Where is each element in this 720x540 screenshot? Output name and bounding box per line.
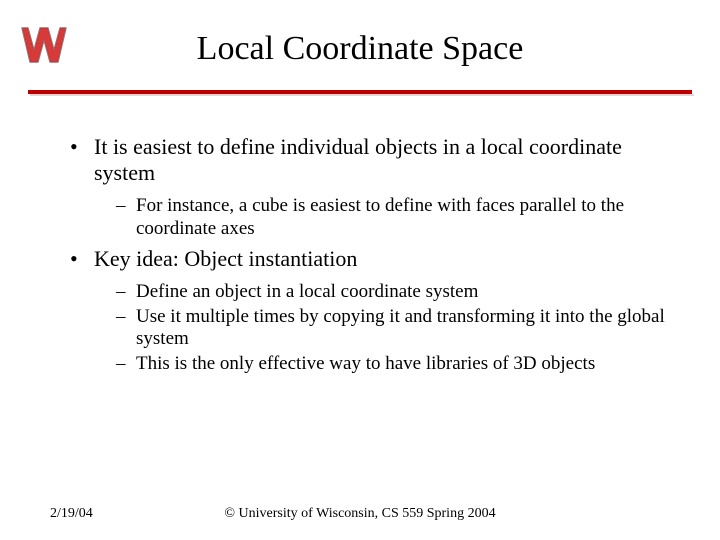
slide-title: Local Coordinate Space [0, 0, 720, 68]
uw-logo [20, 22, 68, 66]
footer-copyright: © University of Wisconsin, CS 559 Spring… [0, 506, 720, 522]
bullet-item: Key idea: Object instantiation [50, 246, 670, 272]
bullet-item: It is easiest to define individual objec… [50, 134, 670, 187]
bullet-item: For instance, a cube is easiest to defin… [50, 195, 670, 241]
footer-date: 2/19/04 [50, 506, 93, 522]
header: Local Coordinate Space [0, 0, 720, 100]
footer: 2/19/04 © University of Wisconsin, CS 55… [0, 506, 720, 522]
bullet-item: This is the only effective way to have l… [50, 353, 670, 376]
bullet-item: Use it multiple times by copying it and … [50, 306, 670, 352]
title-rule-shadow [30, 94, 694, 96]
slide-body: It is easiest to define individual objec… [0, 100, 720, 376]
bullet-item: Define an object in a local coordinate s… [50, 281, 670, 304]
